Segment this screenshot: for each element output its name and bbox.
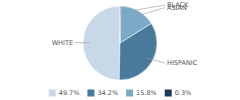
legend: 49.7% 34.2% 15.8% 0.3% [49, 89, 191, 97]
legend-swatch [87, 90, 94, 97]
leader-line [135, 8, 165, 17]
legend-label: 34.2% [97, 89, 118, 97]
leader-line [146, 58, 165, 63]
legend-label: 0.3% [175, 89, 192, 97]
legend-swatch [165, 90, 172, 97]
slice-labels: WHITEHISPANICASIANBLACK [52, 1, 198, 67]
legend-label: 49.7% [59, 89, 80, 97]
pie-slice [120, 6, 122, 43]
legend-item: 49.7% [49, 89, 80, 97]
legend-item: 0.3% [165, 89, 192, 97]
pie-slice [120, 6, 151, 43]
legend-swatch [49, 90, 56, 97]
slice-label: WHITE [52, 39, 73, 47]
leader-line [120, 5, 165, 13]
legend-item: 34.2% [87, 89, 118, 97]
slice-label: BLACK [167, 1, 189, 9]
chart: WHITEHISPANICASIANBLACK49.7%34.2%15.8%0.… [0, 0, 240, 100]
pie [83, 6, 157, 80]
slice-label: HISPANIC [167, 59, 198, 67]
legend-label: 15.8% [136, 89, 157, 97]
legend-item: 15.8% [126, 89, 157, 97]
leader-line [75, 42, 90, 43]
legend-swatch [126, 90, 133, 97]
